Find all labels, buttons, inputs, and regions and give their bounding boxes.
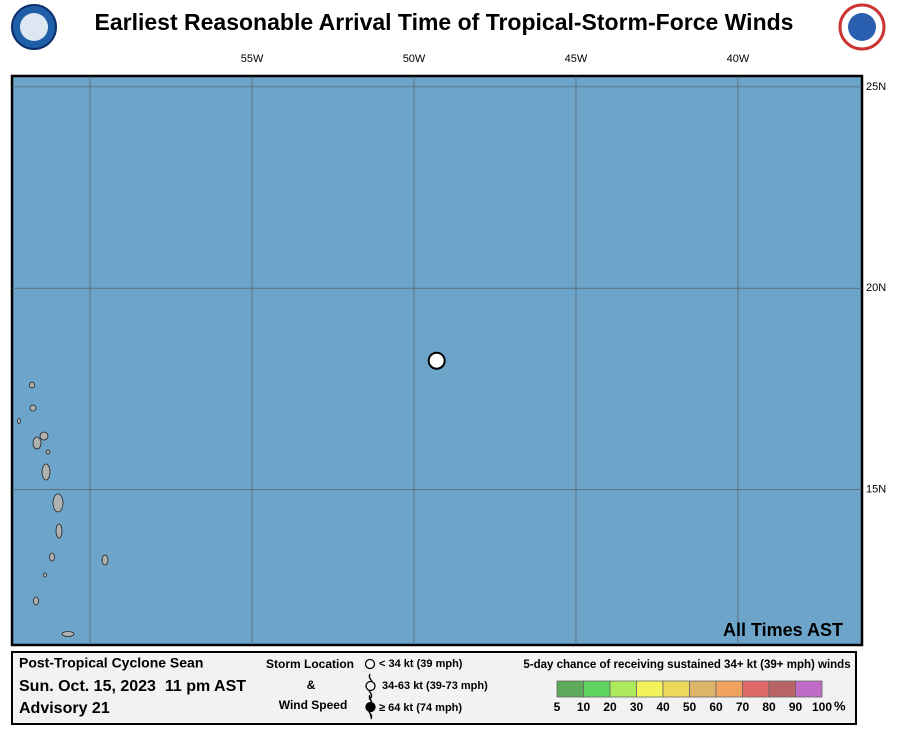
scale-swatch: [609, 680, 637, 698]
scale-label: 30: [630, 700, 644, 714]
symbol-hurricane: [365, 694, 376, 720]
scale-label: 100: [812, 700, 832, 714]
time-note: All Times AST: [723, 620, 843, 640]
symbol-label: 34-63 kt (39-73 mph): [382, 680, 488, 692]
scale-label: 50: [683, 700, 697, 714]
noaa-logo-inner: [20, 13, 48, 41]
advisory-date: Sun. Oct. 15, 2023 11 pm AST: [19, 678, 246, 695]
scale-label: 60: [709, 700, 723, 714]
scale-label: 80: [762, 700, 776, 714]
lat-label: 25N: [866, 81, 886, 93]
storm-name: Post-Tropical Cyclone Sean: [19, 655, 203, 671]
scale-swatch: [689, 680, 717, 698]
islands: [17, 381, 109, 637]
scale-swatch: [715, 680, 743, 698]
symbol-low: [364, 658, 376, 670]
scale-swatch: [768, 680, 796, 698]
color-scale: 5 10 20 30 40 50 60 70 80 90 100%: [554, 680, 846, 714]
symbol-label: < 34 kt (39 mph): [379, 658, 463, 670]
scale-swatch: [662, 680, 690, 698]
lon-label: 40W: [727, 53, 750, 65]
storm-location-label: Storm Location: [266, 657, 354, 671]
amp-label: &: [307, 678, 316, 692]
scale-unit: %: [834, 698, 846, 713]
advisory-number: Advisory 21: [19, 700, 110, 717]
symbol-label: ≥ 64 kt (74 mph): [379, 702, 462, 714]
lon-label: 50W: [403, 53, 426, 65]
lat-label: 15N: [866, 483, 886, 495]
lat-label: 20N: [866, 282, 886, 294]
scale-label: 5: [554, 700, 561, 714]
scale-swatch: [556, 680, 584, 698]
scale-label: 20: [603, 700, 617, 714]
title: Earliest Reasonable Arrival Time of Trop…: [95, 9, 794, 35]
lon-label: 45W: [565, 53, 588, 65]
lon-label: 55W: [241, 53, 264, 65]
symbol-storm: [365, 673, 376, 699]
scale-swatch: [636, 680, 664, 698]
scale-label: 10: [577, 700, 591, 714]
scale-swatch: [795, 680, 823, 698]
scale-title: 5-day chance of receiving sustained 34+ …: [523, 659, 850, 671]
grid: [12, 76, 862, 645]
scale-label: 70: [736, 700, 750, 714]
scale-label: 90: [789, 700, 803, 714]
scale-label: 40: [656, 700, 670, 714]
nws-logo-inner: [848, 13, 876, 41]
wind-speed-label: Wind Speed: [279, 698, 348, 712]
scale-swatch: [742, 680, 770, 698]
storm-location: [427, 351, 446, 370]
scale-swatch: [583, 680, 611, 698]
